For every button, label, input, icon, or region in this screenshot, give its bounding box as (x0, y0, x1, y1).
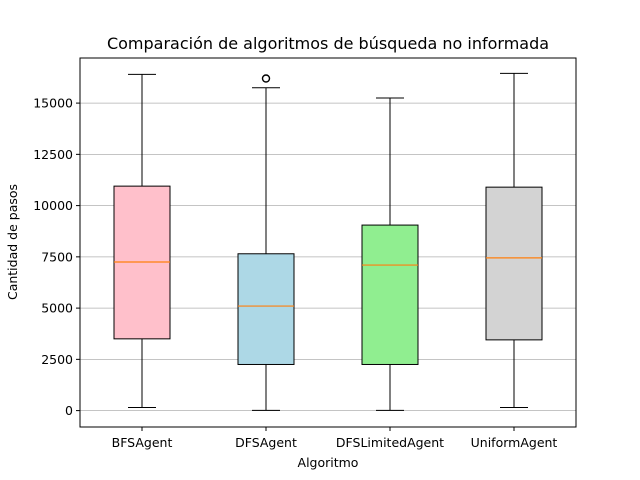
y-tick-label: 7500 (41, 249, 73, 264)
y-tick-label: 10000 (33, 198, 73, 213)
box-group (113, 73, 171, 409)
outlier-point (261, 74, 271, 83)
x-axis: BFSAgent DFSAgent DFSLimitedAgent UniformAg… (112, 427, 558, 450)
box-series (113, 72, 543, 411)
iqr-box (485, 186, 543, 341)
y-tick-label: 0 (65, 403, 73, 418)
chart-title: Comparación de algoritmos de búsqueda no… (107, 34, 549, 53)
y-tick-label: 5000 (41, 301, 73, 316)
y-tick-label: 15000 (33, 96, 73, 111)
y-axis: 0 2500 5000 7500 10000 12500 15000 (33, 96, 80, 418)
plot-frame (79, 57, 577, 428)
box-group (485, 72, 543, 409)
y-tick-label: 12500 (33, 147, 73, 162)
box-group (361, 97, 419, 411)
box-group (237, 74, 295, 411)
y-axis-label: Cantidad de pasos (5, 184, 20, 300)
iqr-box (237, 253, 295, 365)
x-tick-label: DFSLimitedAgent (336, 435, 444, 450)
x-tick-label: DFSAgent (235, 435, 297, 450)
x-axis-label: Algoritmo (298, 455, 359, 470)
x-tick-label: UniformAgent (471, 435, 558, 450)
y-tick-label: 2500 (41, 352, 73, 367)
iqr-box (361, 224, 419, 365)
x-tick-label: BFSAgent (112, 435, 173, 450)
